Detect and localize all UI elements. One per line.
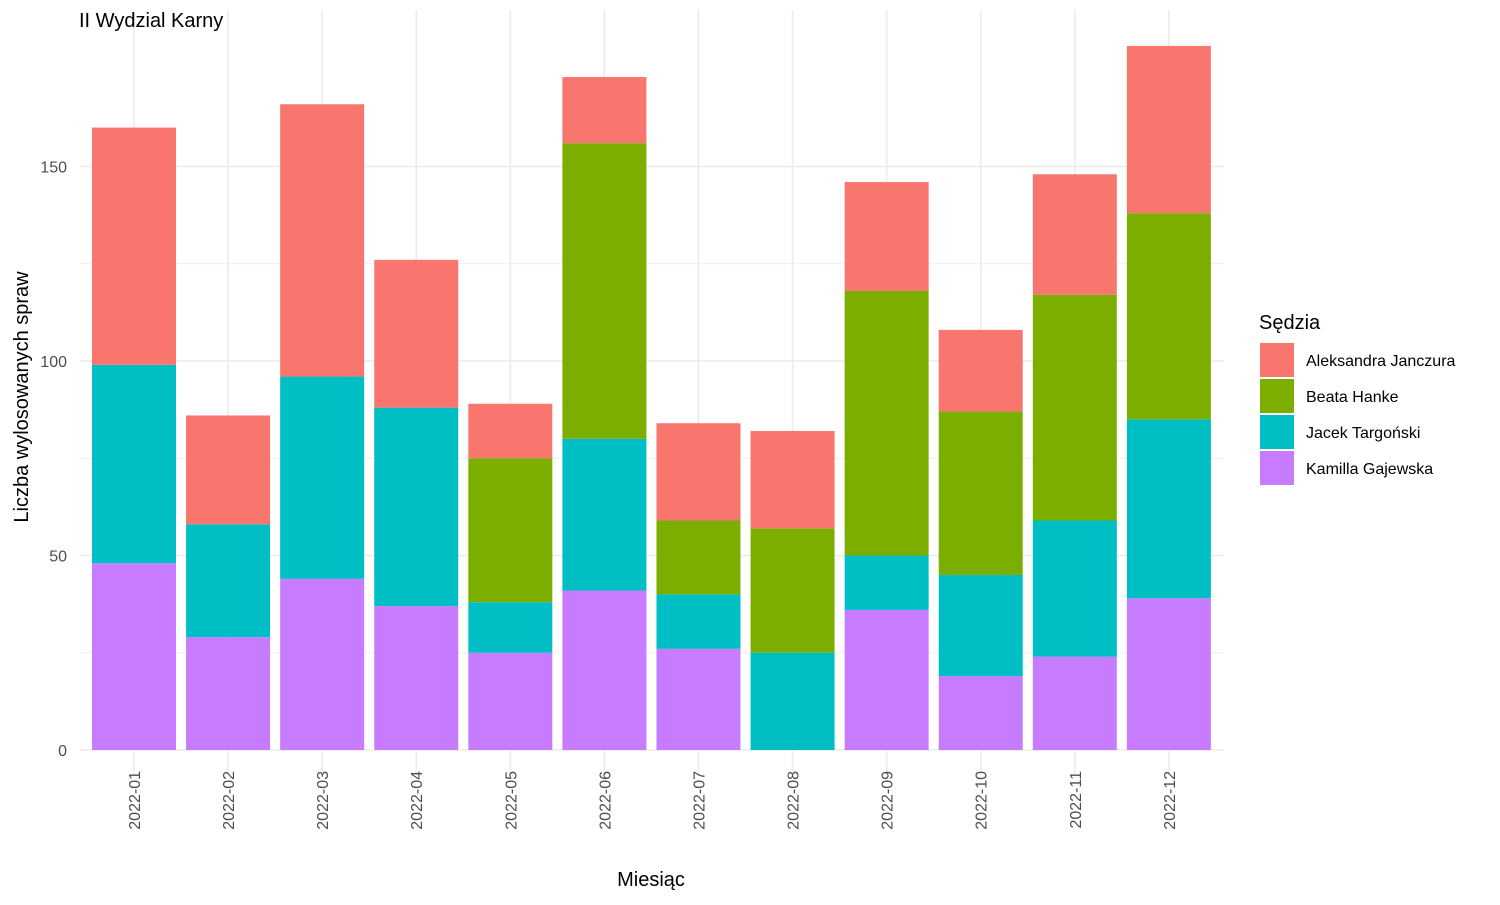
bar-segment-beata-hanke [656,520,741,595]
y-tick-label: 100 [40,354,67,371]
bar-segment-beata-hanke [938,411,1023,575]
bar-segment-beata-hanke [562,143,647,439]
legend-swatch [1260,379,1294,413]
bar-segment-jacek-targo-ski [280,376,365,579]
bar-segment-kamilla-gajewska [844,609,929,750]
bar-segment-kamilla-gajewska [374,606,459,750]
x-tick-label: 2022-09 [880,771,897,830]
bars-layer [92,45,1211,750]
chart-title: II Wydzial Karny [79,10,223,32]
bar-segment-aleksandra-janczura [468,403,553,459]
x-tick-label: 2022-10 [974,771,991,830]
x-tick-label: 2022-05 [503,771,520,830]
axis-layer: 0 50 100 150 2022-01 2022-02 2022-03 2022-04 202… [40,160,1179,830]
x-tick-label: 2022-06 [597,771,614,830]
legend-title: Sędzia [1259,312,1321,334]
bar-segment-kamilla-gajewska [1032,656,1117,750]
bar-segment-aleksandra-janczura [844,182,929,291]
legend-items: Aleksandra Janczura Beata Hanke Jacek Targ… [1260,343,1456,485]
bar-segment-aleksandra-janczura [562,77,647,144]
legend: Sędzia Aleksandra Janczura Beata Hanke Jac… [1259,312,1456,485]
bar-segment-jacek-targo-ski [468,602,553,653]
bar-segment-jacek-targo-ski [1126,419,1211,599]
bar-segment-beata-hanke [1032,294,1117,521]
bar-segment-kamilla-gajewska [656,648,741,750]
bar-segment-jacek-targo-ski [1032,520,1117,657]
x-tick-label: 2022-03 [315,771,332,830]
legend-label: Beata Hanke [1306,389,1399,406]
bar-segment-jacek-targo-ski [562,438,647,591]
bar-segment-aleksandra-janczura [656,423,741,521]
bar-segment-aleksandra-janczura [1032,174,1117,295]
x-tick-label: 2022-01 [127,771,144,830]
bar-segment-beata-hanke [1126,213,1211,420]
bar-segment-kamilla-gajewska [468,652,553,750]
bar-segment-kamilla-gajewska [186,637,271,750]
bar-segment-aleksandra-janczura [280,104,365,377]
legend-label: Kamilla Gajewska [1306,461,1433,478]
bar-segment-jacek-targo-ski [938,574,1023,677]
bar-segment-beata-hanke [468,458,553,603]
bar-segment-kamilla-gajewska [562,590,647,750]
x-tick-label: 2022-08 [786,771,803,830]
bar-segment-jacek-targo-ski [844,555,929,610]
legend-label: Aleksandra Janczura [1306,353,1456,370]
legend-swatch [1260,343,1294,377]
legend-label: Jacek Targoński [1306,425,1420,442]
x-tick-label: 2022-04 [409,771,426,830]
x-tick-label: 2022-02 [221,771,238,830]
bar-segment-jacek-targo-ski [92,364,176,564]
bar-segment-kamilla-gajewska [1126,598,1211,750]
bar-segment-jacek-targo-ski [750,652,835,750]
bar-segment-aleksandra-janczura [186,415,271,525]
y-tick-label: 50 [49,549,67,566]
bar-segment-aleksandra-janczura [92,127,176,365]
bar-segment-jacek-targo-ski [186,524,271,638]
bar-segment-kamilla-gajewska [938,676,1023,750]
bar-segment-kamilla-gajewska [280,578,365,750]
bar-segment-beata-hanke [844,290,929,556]
legend-swatch [1260,451,1294,485]
bar-segment-beata-hanke [750,528,835,653]
y-tick-label: 150 [40,160,67,177]
bar-segment-aleksandra-janczura [1126,45,1211,214]
bar-segment-aleksandra-janczura [750,431,835,529]
y-axis-title: Liczba wylosowanych spraw [11,271,33,523]
x-axis-title: Miesiąc [617,869,685,891]
y-tick-label: 0 [58,743,67,760]
x-tick-label: 2022-07 [691,771,708,830]
x-tick-label: 2022-11 [1068,771,1085,829]
bar-segment-kamilla-gajewska [92,563,176,750]
bar-segment-jacek-targo-ski [656,594,741,649]
bar-segment-aleksandra-janczura [938,329,1023,412]
x-tick-label: 2022-12 [1162,771,1179,830]
bar-segment-jacek-targo-ski [374,407,459,607]
legend-swatch [1260,415,1294,449]
bar-segment-aleksandra-janczura [374,259,459,408]
